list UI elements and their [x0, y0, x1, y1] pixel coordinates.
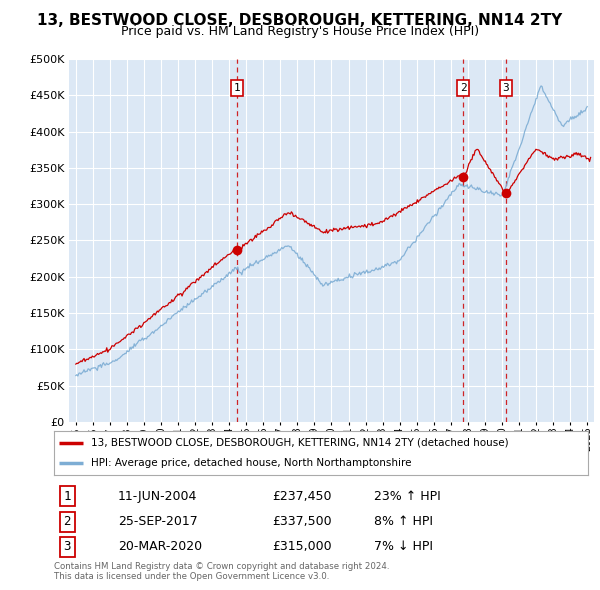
Text: 2: 2 [64, 515, 71, 528]
Text: HPI: Average price, detached house, North Northamptonshire: HPI: Average price, detached house, Nort… [91, 458, 412, 468]
Text: 3: 3 [64, 540, 71, 553]
Text: £237,450: £237,450 [272, 490, 332, 503]
Text: 7% ↓ HPI: 7% ↓ HPI [374, 540, 433, 553]
Text: £337,500: £337,500 [272, 515, 332, 528]
Text: Contains HM Land Registry data © Crown copyright and database right 2024.
This d: Contains HM Land Registry data © Crown c… [54, 562, 389, 581]
Text: 13, BESTWOOD CLOSE, DESBOROUGH, KETTERING, NN14 2TY: 13, BESTWOOD CLOSE, DESBOROUGH, KETTERIN… [37, 13, 563, 28]
Text: 3: 3 [502, 83, 509, 93]
Text: £315,000: £315,000 [272, 540, 332, 553]
Text: 20-MAR-2020: 20-MAR-2020 [118, 540, 202, 553]
Text: 1: 1 [233, 83, 240, 93]
Text: Price paid vs. HM Land Registry's House Price Index (HPI): Price paid vs. HM Land Registry's House … [121, 25, 479, 38]
Text: 1: 1 [64, 490, 71, 503]
Text: 11-JUN-2004: 11-JUN-2004 [118, 490, 197, 503]
Text: 25-SEP-2017: 25-SEP-2017 [118, 515, 198, 528]
Text: 13, BESTWOOD CLOSE, DESBOROUGH, KETTERING, NN14 2TY (detached house): 13, BESTWOOD CLOSE, DESBOROUGH, KETTERIN… [91, 438, 509, 448]
Text: 8% ↑ HPI: 8% ↑ HPI [374, 515, 433, 528]
Text: 2: 2 [460, 83, 467, 93]
Text: 23% ↑ HPI: 23% ↑ HPI [374, 490, 441, 503]
